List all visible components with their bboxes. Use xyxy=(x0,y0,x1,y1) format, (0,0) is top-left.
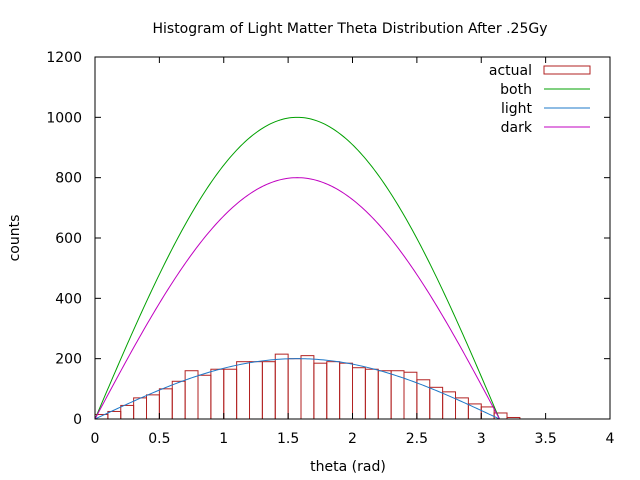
histogram-bar xyxy=(300,355,315,420)
legend-label-both: both xyxy=(500,82,532,98)
x-tick-labels: 0 0.5 1 1.5 2 2.5 3 3.5 4 xyxy=(91,431,615,447)
legend-label-dark: dark xyxy=(501,120,533,136)
legend: actual both light dark xyxy=(489,63,591,136)
histogram-bar xyxy=(236,361,251,420)
y-tick-label: 1000 xyxy=(46,110,82,126)
x-tick-label: 0 xyxy=(91,431,100,447)
x-tick-label: 2.5 xyxy=(406,431,428,447)
x-tick-label: 4 xyxy=(606,431,615,447)
histogram-bar xyxy=(146,394,160,420)
x-tick-label: 3.5 xyxy=(534,431,556,447)
histogram-bar xyxy=(158,388,173,420)
y-tick-label: 400 xyxy=(55,291,82,307)
histogram-bar xyxy=(197,374,212,420)
x-tick-label: 3 xyxy=(477,431,486,447)
histogram-bar xyxy=(210,368,225,420)
legend-label-light: light xyxy=(501,101,533,117)
x-tick-label: 1.5 xyxy=(277,431,299,447)
series-line-both xyxy=(94,116,500,420)
histogram-bar xyxy=(249,361,263,420)
histogram-bar xyxy=(133,397,148,420)
histogram-bar xyxy=(261,361,276,420)
x-tick-label: 1 xyxy=(219,431,228,447)
histogram-bar xyxy=(339,362,354,420)
histogram-bar xyxy=(313,362,328,420)
series-line-dark xyxy=(94,177,500,420)
histogram-bars xyxy=(94,353,521,420)
y-tick-label: 1200 xyxy=(46,50,82,66)
histogram-bar xyxy=(352,367,366,420)
histogram-bar xyxy=(326,361,341,420)
y-axis-label: counts xyxy=(7,215,23,262)
y-tick-label: 800 xyxy=(55,171,82,187)
histogram-bar xyxy=(467,403,482,420)
chart-title: Histogram of Light Matter Theta Distribu… xyxy=(152,21,547,37)
x-tick-label: 2 xyxy=(348,431,357,447)
x-tick-label: 0.5 xyxy=(148,431,170,447)
x-axis-label: theta (rad) xyxy=(310,459,386,475)
histogram-bar xyxy=(364,368,379,420)
histogram-bar xyxy=(287,358,302,420)
y-tick-label: 200 xyxy=(55,352,82,368)
series-line-light xyxy=(94,358,500,420)
histogram-bar xyxy=(223,368,238,420)
histogram-bar xyxy=(455,397,469,420)
function-curves xyxy=(94,116,500,420)
histogram-bar xyxy=(274,353,289,420)
legend-label-actual: actual xyxy=(489,63,532,79)
y-tick-label: 600 xyxy=(55,231,82,247)
y-tick-labels: 0 200 400 600 800 1000 1200 xyxy=(46,50,82,428)
histogram-bar xyxy=(120,404,135,420)
legend-swatch-actual xyxy=(543,65,591,75)
histogram-bar xyxy=(171,380,186,420)
histogram-bar xyxy=(493,412,508,420)
y-tick-label: 0 xyxy=(73,412,82,428)
histogram-bar xyxy=(377,370,392,420)
axis-ticks xyxy=(94,56,611,420)
